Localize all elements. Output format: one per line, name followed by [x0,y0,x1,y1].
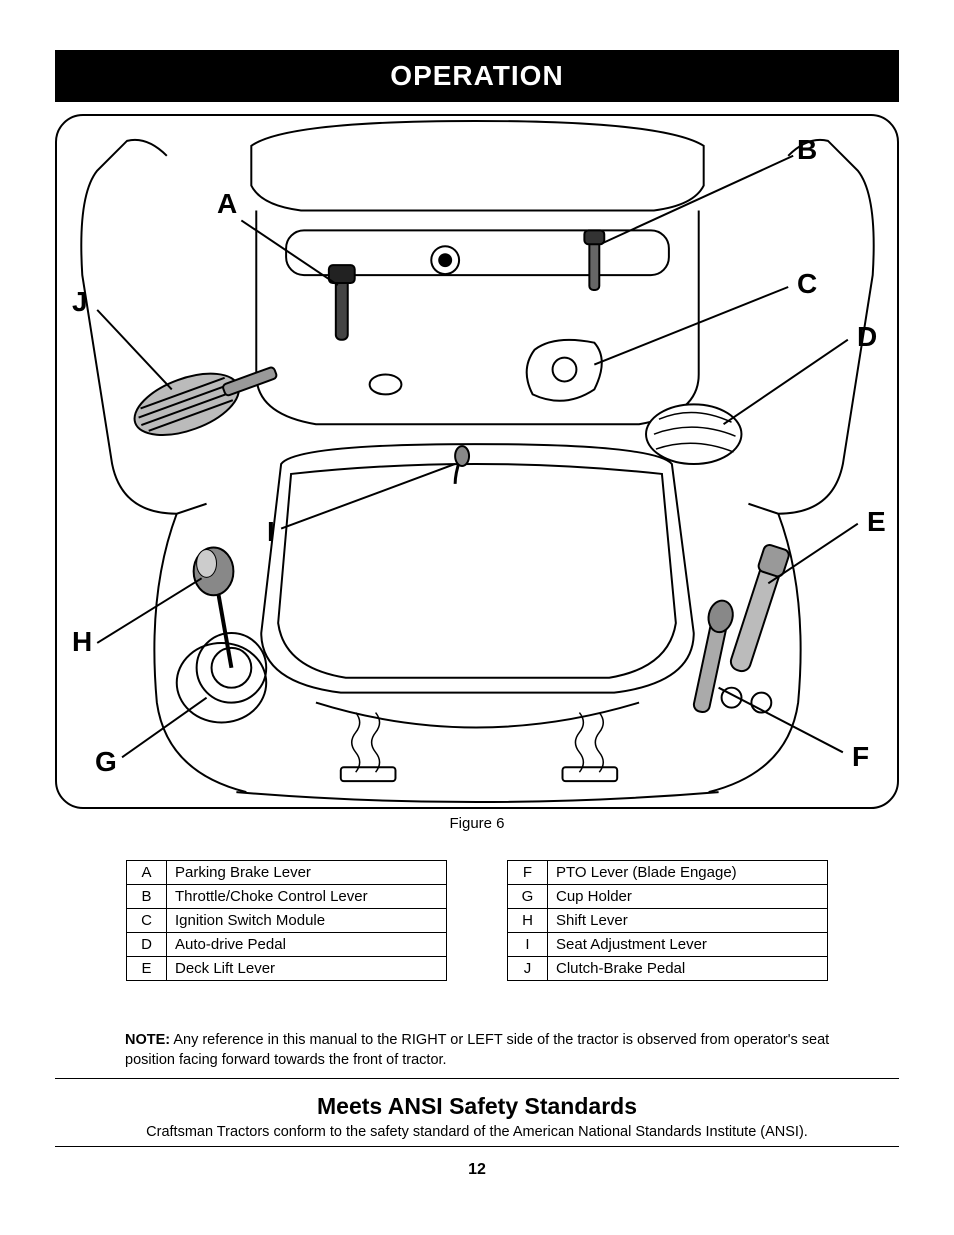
legend-table-left: AParking Brake Lever BThrottle/Choke Con… [126,860,447,981]
ansi-subtext: Craftsman Tractors conform to the safety… [55,1124,899,1140]
legend-desc: Parking Brake Lever [167,861,447,885]
legend-desc: Auto-drive Pedal [167,933,447,957]
legend-desc: Seat Adjustment Lever [548,933,828,957]
table-row: DAuto-drive Pedal [127,933,447,957]
label-B: B [797,134,817,166]
legend-desc: Throttle/Choke Control Lever [167,885,447,909]
legend-key: B [127,885,167,909]
table-row: AParking Brake Lever [127,861,447,885]
legend-desc: Clutch-Brake Pedal [548,957,828,981]
label-A: A [217,188,237,220]
legend-key: G [508,885,548,909]
page-number: 12 [55,1161,899,1179]
table-row: JClutch-Brake Pedal [508,957,828,981]
table-row: BThrottle/Choke Control Lever [127,885,447,909]
legend-key: D [127,933,167,957]
tractor-svg [57,116,897,807]
label-C: C [797,268,817,300]
table-row: EDeck Lift Lever [127,957,447,981]
label-E: E [867,506,886,538]
table-row: FPTO Lever (Blade Engage) [508,861,828,885]
note-label: NOTE: [125,1032,170,1048]
legend-key: H [508,909,548,933]
note-text: Any reference in this manual to the RIGH… [125,1032,829,1068]
divider [55,1146,899,1147]
legend-key: E [127,957,167,981]
legend-desc: Cup Holder [548,885,828,909]
note-block: NOTE: Any reference in this manual to th… [125,1031,859,1070]
label-F: F [852,741,869,773]
figure-caption: Figure 6 [55,815,899,832]
legend-desc: Shift Lever [548,909,828,933]
table-row: ISeat Adjustment Lever [508,933,828,957]
legend-desc: PTO Lever (Blade Engage) [548,861,828,885]
table-row: CIgnition Switch Module [127,909,447,933]
label-J: J [72,286,88,318]
label-H: H [72,626,92,658]
legend-key: F [508,861,548,885]
legend-key: A [127,861,167,885]
table-row: HShift Lever [508,909,828,933]
legend-tables: AParking Brake Lever BThrottle/Choke Con… [95,860,859,981]
legend-desc: Deck Lift Lever [167,957,447,981]
figure-diagram: A B C D E F G H I J [55,114,899,809]
ansi-heading: Meets ANSI Safety Standards [55,1093,899,1120]
divider [55,1078,899,1079]
legend-desc: Ignition Switch Module [167,909,447,933]
section-header: OPERATION [55,50,899,102]
legend-key: C [127,909,167,933]
legend-key: J [508,957,548,981]
legend-key: I [508,933,548,957]
label-I: I [267,516,275,548]
label-G: G [95,746,117,778]
legend-table-right: FPTO Lever (Blade Engage) GCup Holder HS… [507,860,828,981]
label-D: D [857,321,877,353]
table-row: GCup Holder [508,885,828,909]
